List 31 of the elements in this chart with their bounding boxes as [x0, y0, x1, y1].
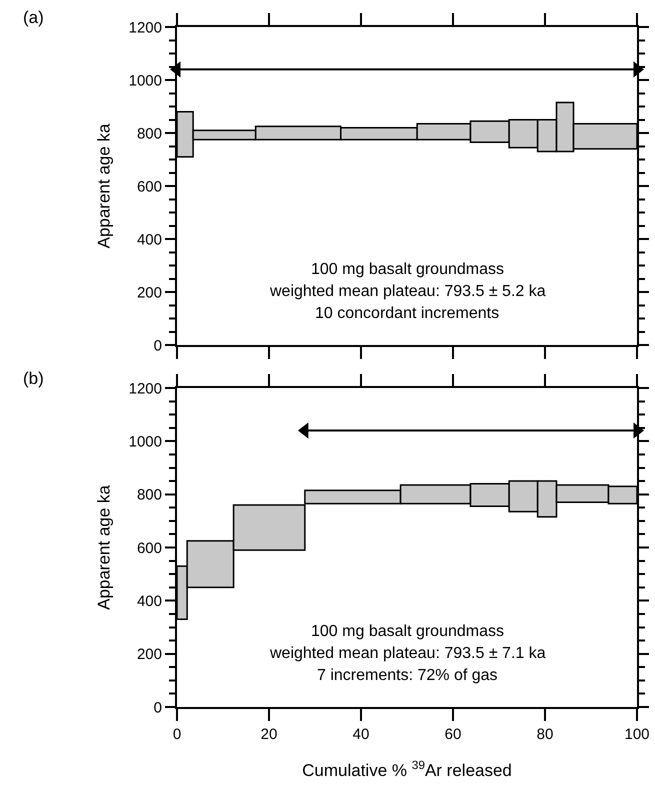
y-tick-label: 800 [136, 486, 162, 504]
y-tick-label: 200 [136, 646, 162, 664]
annotation: 10 concordant increments [315, 305, 500, 322]
y-tick-label: 800 [136, 125, 162, 142]
y-tick-label: 1000 [128, 72, 162, 90]
y-tick-label: 1000 [128, 433, 162, 450]
x-axis-title: Cumulative % $^{39}$Ar released [302, 758, 512, 780]
y-tick-label: 1200 [128, 380, 162, 398]
y-tick-label: 0 [154, 699, 162, 716]
x-tick-label: 40 [352, 726, 370, 743]
y-tick-label: 600 [136, 178, 162, 196]
annotation: 100 mg basalt groundmass [311, 623, 504, 640]
annotation: weighted mean plateau: 793.5 ± 7.1 ka [269, 645, 546, 662]
y-axis-title: Apparent age ka [94, 484, 114, 610]
x-tick-label: 20 [260, 726, 278, 743]
annotation: 7 increments: 72% of gas [317, 667, 498, 684]
text: (b) [23, 369, 44, 388]
y-tick-label: 1200 [128, 19, 162, 36]
text: (a) [23, 8, 44, 27]
annotation: weighted mean plateau: 793.5 ± 5.2 ka [269, 283, 546, 300]
x-tick-label: 100 [624, 726, 650, 743]
y-tick-label: 600 [136, 540, 162, 557]
y-tick-label: 400 [136, 231, 162, 248]
y-tick-label: 400 [136, 592, 162, 610]
x-tick-label: 80 [536, 726, 554, 743]
y-tick-label: 0 [154, 337, 162, 354]
y-tick-label: 200 [136, 284, 162, 302]
y-axis-title: Apparent age ka [94, 123, 114, 248]
x-tick-label: 60 [444, 726, 462, 743]
x-tick-label: 0 [172, 726, 182, 743]
annotation: 100 mg basalt groundmass [311, 261, 504, 278]
